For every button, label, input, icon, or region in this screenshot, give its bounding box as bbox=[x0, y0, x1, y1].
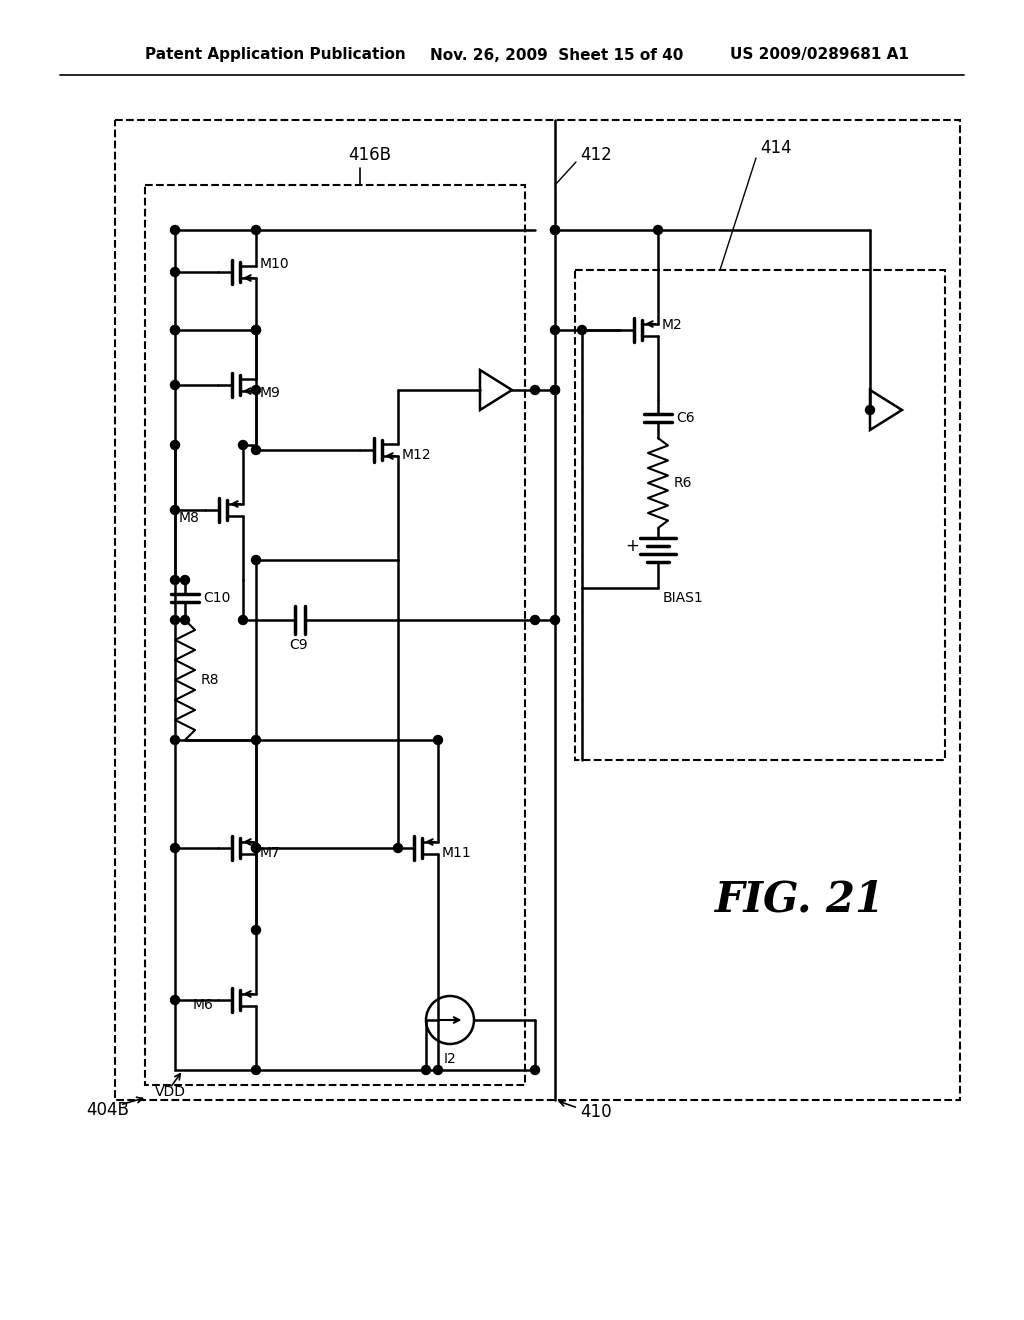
Text: M12: M12 bbox=[402, 447, 432, 462]
Circle shape bbox=[252, 226, 260, 235]
Circle shape bbox=[551, 615, 559, 624]
Circle shape bbox=[239, 441, 248, 450]
Text: US 2009/0289681 A1: US 2009/0289681 A1 bbox=[730, 48, 909, 62]
Text: 412: 412 bbox=[580, 147, 611, 164]
Circle shape bbox=[252, 1065, 260, 1074]
Text: C9: C9 bbox=[290, 638, 308, 652]
Circle shape bbox=[252, 326, 260, 334]
Text: I2: I2 bbox=[443, 1052, 457, 1067]
Text: C10: C10 bbox=[203, 591, 230, 605]
Circle shape bbox=[252, 385, 260, 395]
Circle shape bbox=[171, 226, 179, 235]
Circle shape bbox=[551, 385, 559, 395]
Text: M9: M9 bbox=[260, 385, 281, 400]
Text: +: + bbox=[625, 537, 639, 554]
Text: M2: M2 bbox=[662, 318, 683, 333]
Circle shape bbox=[171, 615, 179, 624]
Circle shape bbox=[171, 843, 179, 853]
Circle shape bbox=[530, 615, 540, 624]
Circle shape bbox=[171, 380, 179, 389]
Circle shape bbox=[551, 385, 559, 395]
Text: FIG. 21: FIG. 21 bbox=[715, 879, 885, 921]
Circle shape bbox=[171, 735, 179, 744]
Text: R8: R8 bbox=[201, 673, 219, 686]
Circle shape bbox=[551, 226, 559, 235]
Circle shape bbox=[252, 556, 260, 565]
Circle shape bbox=[252, 446, 260, 454]
Circle shape bbox=[180, 576, 189, 585]
Bar bbox=[115, 120, 961, 1100]
Circle shape bbox=[252, 843, 260, 853]
Circle shape bbox=[530, 385, 540, 395]
Circle shape bbox=[551, 326, 559, 334]
Circle shape bbox=[171, 326, 179, 334]
Circle shape bbox=[171, 576, 179, 585]
Circle shape bbox=[171, 268, 179, 276]
Text: M8: M8 bbox=[179, 511, 200, 525]
Circle shape bbox=[171, 506, 179, 515]
Circle shape bbox=[252, 925, 260, 935]
Bar bbox=[575, 271, 945, 760]
Text: 416B: 416B bbox=[348, 147, 391, 164]
Text: 414: 414 bbox=[760, 139, 792, 157]
Text: C6: C6 bbox=[676, 411, 694, 425]
Circle shape bbox=[393, 843, 402, 853]
Circle shape bbox=[433, 735, 442, 744]
Circle shape bbox=[239, 615, 248, 624]
Circle shape bbox=[252, 843, 260, 853]
Circle shape bbox=[422, 1065, 430, 1074]
Circle shape bbox=[433, 1065, 442, 1074]
Circle shape bbox=[578, 326, 587, 334]
Circle shape bbox=[171, 995, 179, 1005]
Text: VDD: VDD bbox=[155, 1085, 185, 1100]
Bar bbox=[145, 185, 525, 1085]
Circle shape bbox=[252, 326, 260, 334]
Text: BIAS1: BIAS1 bbox=[663, 591, 703, 605]
Text: M6: M6 bbox=[193, 998, 213, 1012]
Text: M10: M10 bbox=[260, 257, 290, 271]
Text: M11: M11 bbox=[442, 846, 472, 861]
Text: Nov. 26, 2009  Sheet 15 of 40: Nov. 26, 2009 Sheet 15 of 40 bbox=[430, 48, 683, 62]
Text: 410: 410 bbox=[580, 1104, 611, 1121]
Circle shape bbox=[252, 735, 260, 744]
Text: R6: R6 bbox=[674, 477, 692, 490]
Text: 404B: 404B bbox=[87, 1101, 129, 1119]
Circle shape bbox=[180, 615, 189, 624]
Circle shape bbox=[171, 441, 179, 450]
Circle shape bbox=[551, 226, 559, 235]
Circle shape bbox=[171, 326, 179, 334]
Text: Patent Application Publication: Patent Application Publication bbox=[145, 48, 406, 62]
Text: M7: M7 bbox=[260, 846, 281, 861]
Circle shape bbox=[530, 1065, 540, 1074]
Circle shape bbox=[653, 226, 663, 235]
Circle shape bbox=[865, 405, 874, 414]
